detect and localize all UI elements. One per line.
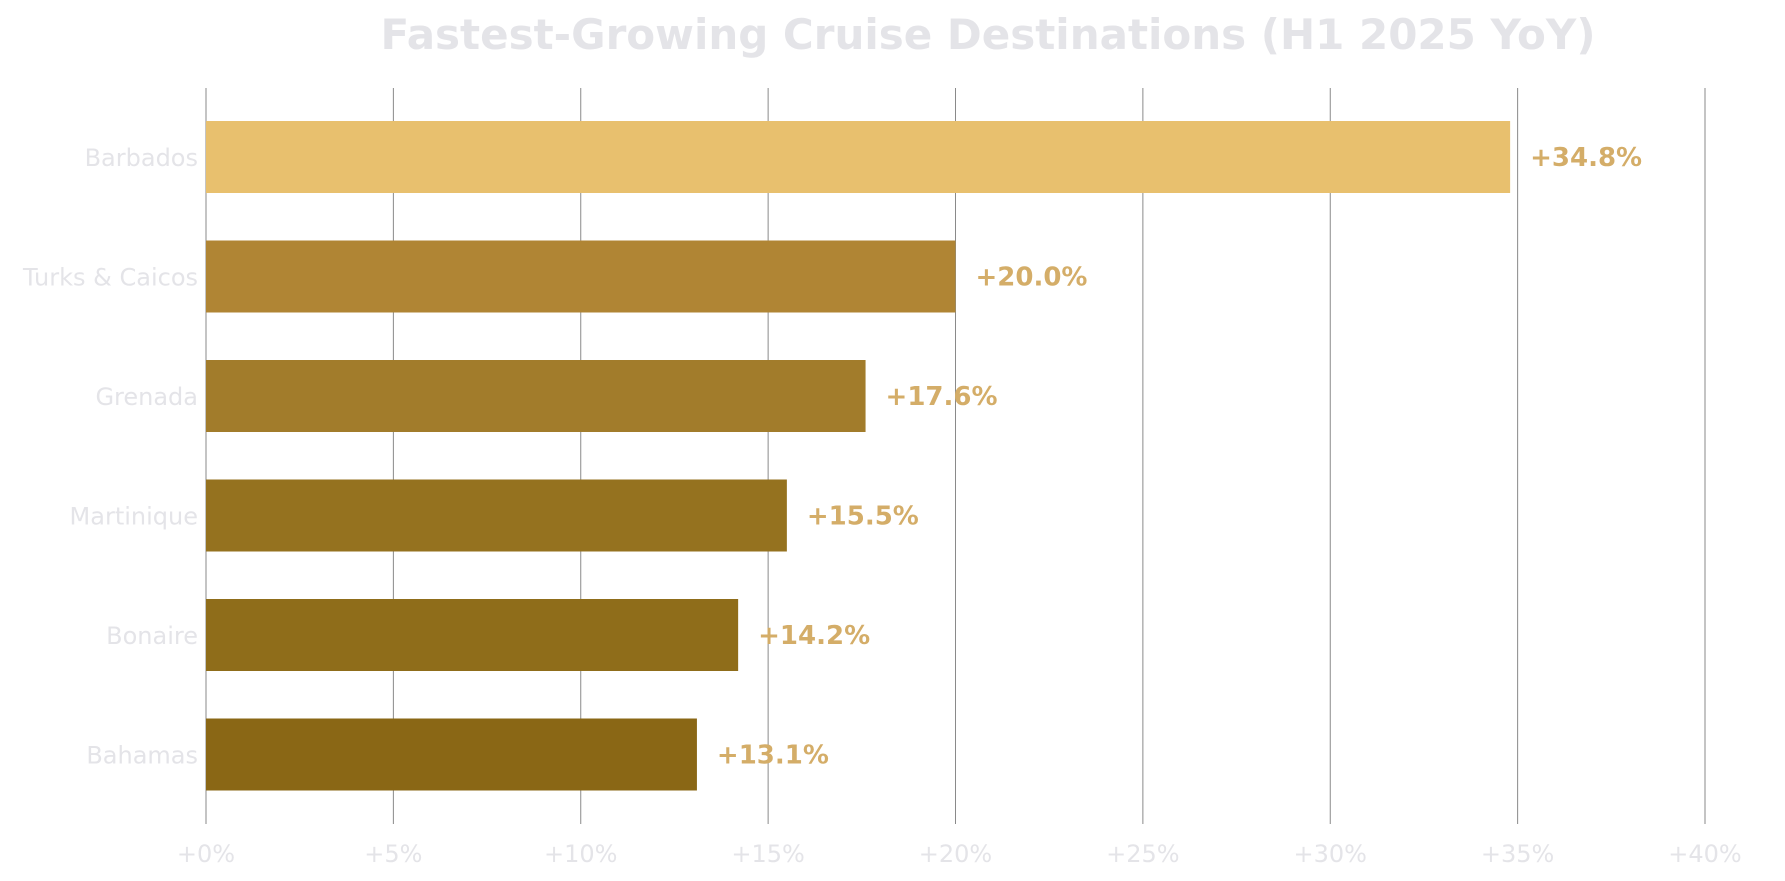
chart-title: Fastest-Growing Cruise Destinations (H1 … xyxy=(380,10,1595,59)
bar-martinique xyxy=(206,479,787,552)
data-label: +15.5% xyxy=(807,502,919,532)
category-label: Barbados xyxy=(85,144,198,172)
x-tick-label: +40% xyxy=(1668,840,1741,868)
bars: Barbados +34.8% Turks & Caicos +20.0% Grenad… xyxy=(22,121,1642,791)
grid-lines xyxy=(205,88,1706,824)
bar-bonaire xyxy=(206,599,739,671)
data-label: +14.2% xyxy=(758,621,870,651)
x-tick-label: +20% xyxy=(919,840,992,868)
x-tick-label: +0% xyxy=(177,840,235,868)
data-label: +20.0% xyxy=(976,263,1088,293)
bar-bahamas xyxy=(206,718,697,791)
data-label: +34.8% xyxy=(1530,143,1642,173)
x-tick-label: +15% xyxy=(731,840,804,868)
x-tick-labels: +0% +5% +10% +15% +20% +25% +30% +35% +40% xyxy=(177,840,1742,868)
x-tick-label: +25% xyxy=(1106,840,1179,868)
x-tick-label: +30% xyxy=(1294,840,1367,868)
category-label: Martinique xyxy=(70,503,198,531)
category-label: Turks & Caicos xyxy=(22,264,198,292)
category-label: Bahamas xyxy=(86,742,198,770)
x-tick-label: +5% xyxy=(364,840,422,868)
data-label: +13.1% xyxy=(717,741,829,771)
x-tick-label: +35% xyxy=(1481,840,1554,868)
category-label: Bonaire xyxy=(106,622,198,650)
category-label: Grenada xyxy=(95,383,198,411)
bar-barbados xyxy=(206,121,1511,193)
bar-grenada xyxy=(206,360,866,432)
data-label: +17.6% xyxy=(886,382,998,412)
bar-turks-caicos xyxy=(206,240,956,313)
x-tick-label: +10% xyxy=(544,840,617,868)
